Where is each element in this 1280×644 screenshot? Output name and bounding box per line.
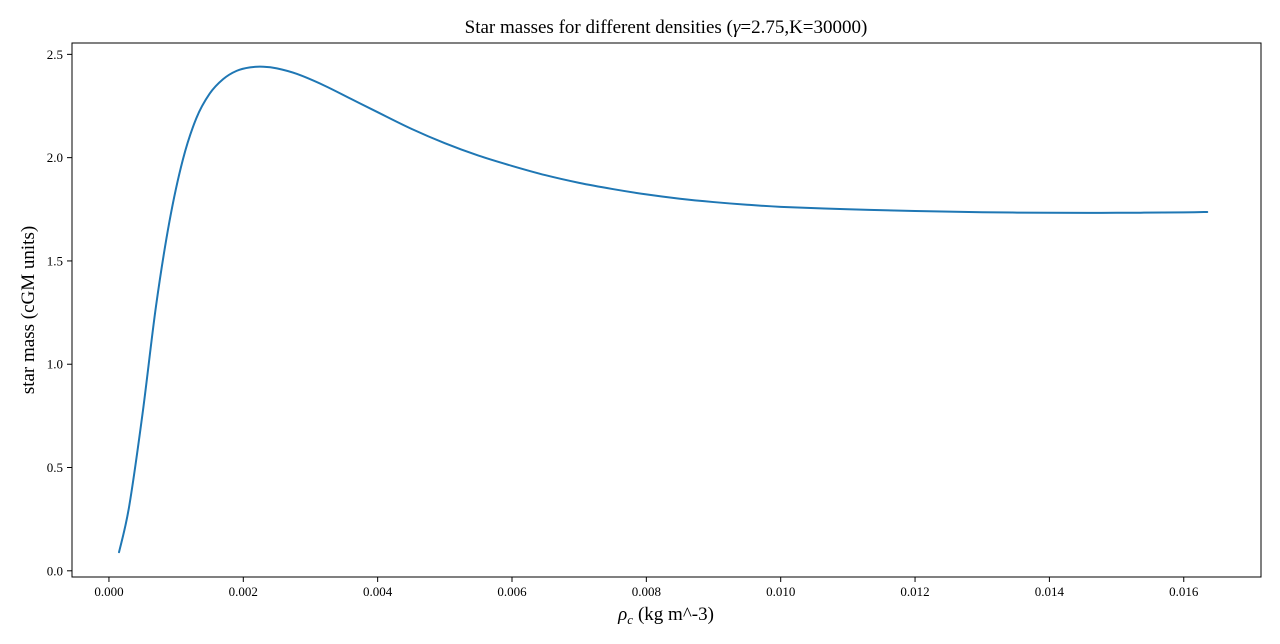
x-tick-label: 0.006: [497, 584, 527, 599]
y-tick-label: 0.5: [47, 460, 63, 475]
x-axis-ticks: 0.000 0.002 0.004 0.006 0.008 0.010 0.012 0.014…: [94, 577, 1199, 599]
x-tick-label: 0.012: [900, 584, 929, 599]
x-tick-label: 0.004: [363, 584, 393, 599]
chart-title: Star masses for different densities (γ=2…: [465, 17, 868, 38]
y-tick-label: 2.0: [47, 150, 63, 165]
x-tick-label: 0.014: [1035, 584, 1065, 599]
x-axis-label: ρc (kg m^-3): [617, 604, 714, 627]
x-tick-label: 0.010: [766, 584, 795, 599]
y-tick-label: 2.5: [47, 47, 63, 62]
x-tick-label: 0.008: [632, 584, 661, 599]
series-line: [118, 65, 1209, 554]
y-axis-ticks: 0.0 0.5 1.0 1.5 2.0 2.5: [47, 47, 72, 578]
x-tick-label: 0.002: [229, 584, 258, 599]
y-tick-label: 1.5: [47, 253, 63, 268]
x-tick-label: 0.016: [1169, 584, 1199, 599]
y-axis-label: star mass (cGM units): [18, 226, 39, 394]
plot-frame: [71, 42, 1262, 578]
y-tick-label: 0.0: [47, 563, 63, 578]
y-tick-label: 1.0: [47, 357, 63, 372]
plot-background: [72, 43, 1261, 577]
x-tick-label: 0.000: [94, 584, 123, 599]
